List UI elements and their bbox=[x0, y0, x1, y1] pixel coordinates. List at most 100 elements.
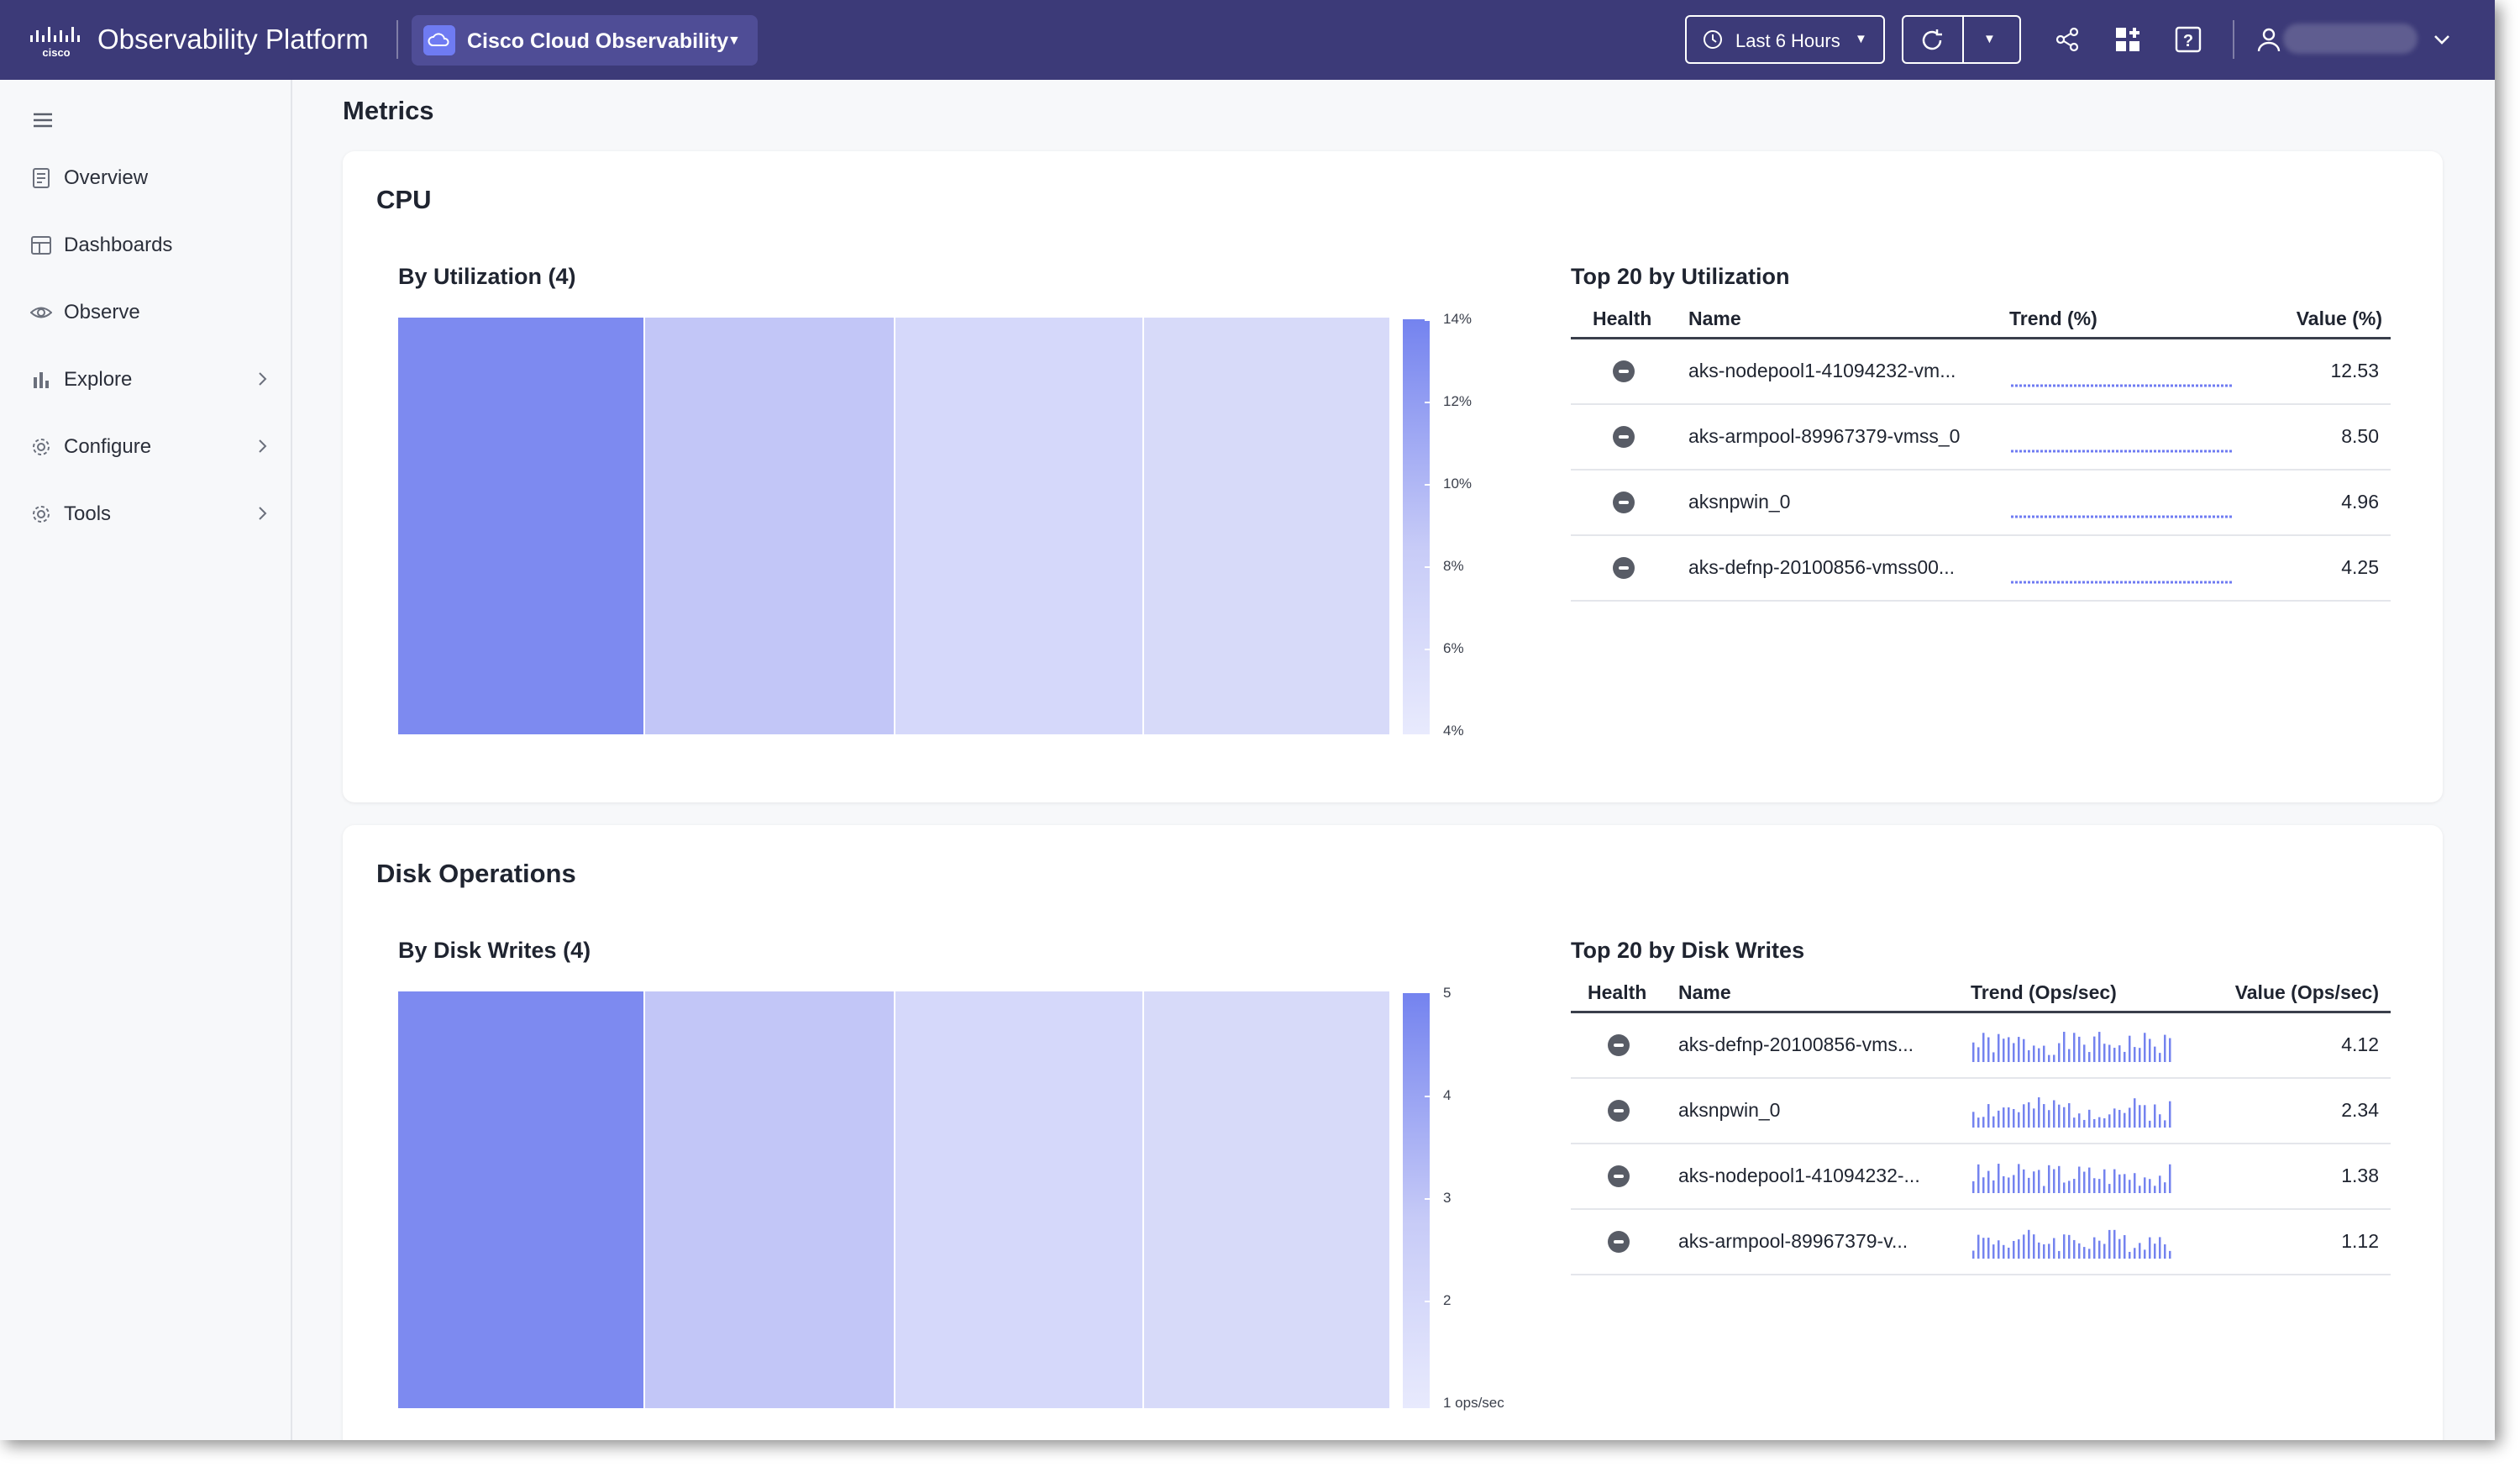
sparkline-bar bbox=[2018, 1164, 2020, 1193]
treemap-tile[interactable] bbox=[398, 318, 643, 734]
chevron-down-icon: ▼ bbox=[1855, 32, 1867, 46]
table-row[interactable]: aks-armpool-89967379-vmss_0 8.50 bbox=[1571, 405, 2391, 471]
table-row[interactable]: aks-defnp-20100856-vmss00... 4.25 bbox=[1571, 536, 2391, 602]
column-header-name[interactable]: Name bbox=[1688, 308, 1741, 329]
sparkline-bar bbox=[2068, 1180, 2071, 1193]
sparkline-bar bbox=[2149, 1120, 2151, 1128]
treemap-tile[interactable] bbox=[1144, 318, 1389, 734]
sparkline-bar bbox=[1972, 1042, 1975, 1062]
user-icon[interactable] bbox=[2255, 25, 2283, 54]
sidebar-item-observe[interactable]: Observe bbox=[30, 292, 274, 334]
sparkline-bar bbox=[2068, 1234, 2071, 1259]
sidebar-item-explore[interactable]: Explore bbox=[30, 359, 274, 401]
treemap-tile[interactable] bbox=[398, 991, 643, 1408]
health-status-icon bbox=[1613, 360, 1635, 382]
time-range-picker[interactable]: Last 6 Hours ▼ bbox=[1685, 15, 1885, 64]
sparkline-bar bbox=[2038, 1170, 2040, 1193]
sparkline-bar bbox=[1977, 1047, 1980, 1062]
treemap-tile[interactable] bbox=[1144, 991, 1389, 1408]
gear-icon bbox=[33, 506, 50, 523]
dashboards-icon bbox=[31, 236, 51, 255]
scale-label: 4 bbox=[1443, 1087, 1452, 1103]
sparkline-bar bbox=[2008, 1247, 2010, 1259]
scale-tick bbox=[1425, 1096, 1433, 1097]
treemap-tile[interactable] bbox=[645, 991, 894, 1408]
column-header-name[interactable]: Name bbox=[1678, 981, 1731, 1003]
sparkline-bar bbox=[1977, 1164, 1980, 1193]
product-selector[interactable]: Cisco Cloud Observability ▼ bbox=[412, 15, 758, 66]
sparkline-bar bbox=[2129, 1251, 2131, 1259]
scale-label: 4% bbox=[1443, 723, 1464, 739]
sparkline-bar bbox=[2048, 1244, 2050, 1259]
disk-treemap bbox=[398, 991, 1389, 1408]
sparkline-bar bbox=[2154, 1186, 2156, 1193]
sparkline-bar bbox=[1987, 1037, 1990, 1062]
column-header-health[interactable]: Health bbox=[1593, 308, 1652, 329]
row-value: 4.12 bbox=[2341, 1033, 2379, 1055]
refresh-options-button[interactable]: ▼ bbox=[1983, 32, 1996, 46]
column-header-trend[interactable]: Trend (Ops/sec) bbox=[1971, 981, 2117, 1003]
scale-tick bbox=[1425, 319, 1433, 321]
treemap-tile[interactable] bbox=[895, 318, 1142, 734]
bar-chart-icon bbox=[34, 372, 49, 388]
sparkline-bar bbox=[2053, 1054, 2055, 1062]
treemap-tile[interactable] bbox=[645, 318, 894, 734]
sparkline-bar bbox=[2028, 1102, 2030, 1128]
hamburger-menu-icon[interactable] bbox=[32, 112, 54, 129]
sparkline-bar bbox=[2058, 1043, 2061, 1062]
refresh-control: ▼ bbox=[1902, 15, 2021, 64]
share-icon[interactable] bbox=[2053, 25, 2082, 54]
row-name: aksnpwin_0 bbox=[1678, 1099, 1781, 1121]
sparkline-bar bbox=[2154, 1244, 2156, 1259]
sparkline-bar bbox=[2073, 1117, 2076, 1128]
sparkline-bar bbox=[2164, 1182, 2166, 1193]
table-row[interactable]: aksnpwin_0 4.96 bbox=[1571, 471, 2391, 536]
user-name[interactable] bbox=[2283, 24, 2418, 54]
sidebar-item-tools[interactable]: Tools bbox=[30, 493, 274, 535]
sidebar-item-overview[interactable]: Overview bbox=[30, 157, 274, 199]
cpu-treemap bbox=[398, 318, 1389, 734]
cisco-logo[interactable]: cisco bbox=[29, 25, 84, 59]
svg-text:cisco: cisco bbox=[42, 46, 70, 59]
sparkline-bar bbox=[2113, 1048, 2116, 1062]
health-status-icon bbox=[1608, 1165, 1630, 1187]
sparkline-bar bbox=[2013, 1043, 2015, 1062]
scale-label: 8% bbox=[1443, 558, 1464, 574]
table-row[interactable]: aks-defnp-20100856-vms... 4.12 bbox=[1571, 1013, 2391, 1079]
product-label: Cisco Cloud Observability bbox=[467, 29, 729, 53]
sparkline-bar bbox=[2103, 1169, 2106, 1193]
treemap-tile[interactable] bbox=[895, 991, 1142, 1408]
sparkline-bar bbox=[2013, 1240, 2015, 1259]
scale-label: 14% bbox=[1443, 311, 1473, 327]
sparkline-bar bbox=[2028, 1229, 2030, 1259]
column-header-trend[interactable]: Trend (%) bbox=[2009, 308, 2097, 329]
table-row[interactable]: aksnpwin_0 2.34 bbox=[1571, 1079, 2391, 1144]
refresh-icon[interactable] bbox=[1919, 27, 1945, 54]
column-header-value[interactable]: Value (%) bbox=[2296, 308, 2382, 329]
add-widget-icon[interactable] bbox=[2113, 25, 2142, 54]
sparkline-bar bbox=[2008, 1107, 2010, 1128]
table-row[interactable]: aks-armpool-89967379-v... 1.12 bbox=[1571, 1210, 2391, 1275]
column-header-value[interactable]: Value (Ops/sec) bbox=[2234, 981, 2379, 1003]
sidebar-item-dashboards[interactable]: Dashboards bbox=[30, 224, 274, 266]
sparkline-bar bbox=[2058, 1104, 2061, 1128]
sparkline-bar bbox=[2098, 1117, 2101, 1128]
gear-icon bbox=[33, 439, 50, 455]
chevron-down-icon[interactable] bbox=[2428, 25, 2456, 54]
row-value: 1.38 bbox=[2341, 1165, 2379, 1186]
table-row[interactable]: aks-nodepool1-41094232-... 1.38 bbox=[1571, 1144, 2391, 1210]
sidebar-item-configure[interactable]: Configure bbox=[30, 426, 274, 468]
sparkline-bar bbox=[1972, 1180, 1975, 1193]
column-header-health[interactable]: Health bbox=[1588, 981, 1647, 1003]
sparkline-bar bbox=[2003, 1107, 2005, 1128]
sparkline-bar bbox=[2093, 1118, 2096, 1128]
table-row[interactable]: aks-nodepool1-41094232-vm... 12.53 bbox=[1571, 339, 2391, 405]
sparkline-bar bbox=[2068, 1103, 2071, 1128]
row-value: 12.53 bbox=[2330, 360, 2379, 381]
sparkline-bar bbox=[2139, 1243, 2141, 1259]
sparkline-bar bbox=[2063, 1182, 2066, 1193]
cpu-card: CPU By Utilization (4) 14% 12% 10% 8% 6%… bbox=[343, 151, 2443, 802]
sparkline-bar bbox=[2003, 1244, 2005, 1259]
help-icon[interactable]: ? bbox=[2174, 25, 2202, 54]
disk-table-title: Top 20 by Disk Writes bbox=[1571, 938, 1805, 963]
